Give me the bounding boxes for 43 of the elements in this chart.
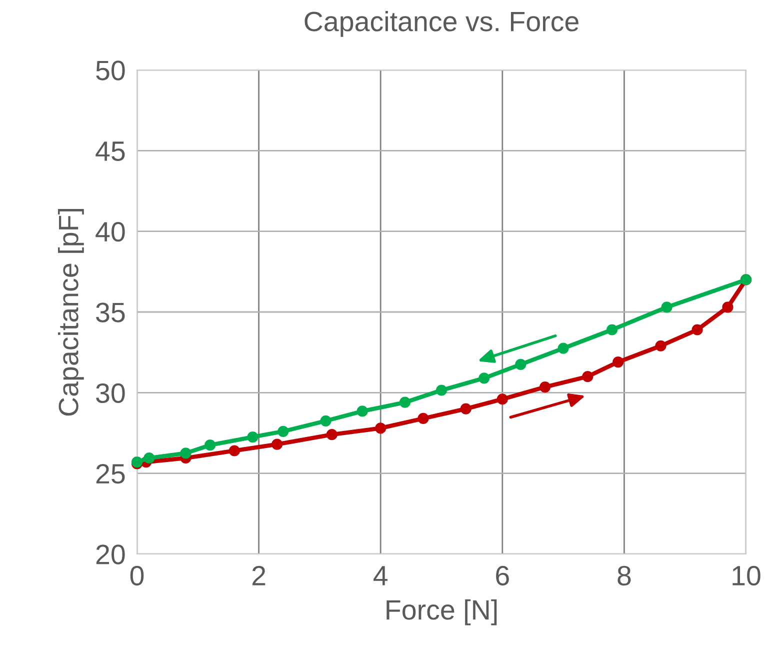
y-tick-label: 45 (96, 142, 125, 162)
x-tick-label: 6 (496, 566, 509, 586)
point (204, 440, 216, 451)
point (278, 426, 289, 437)
point (356, 406, 368, 417)
point (272, 438, 283, 450)
point (539, 381, 551, 393)
point (606, 324, 618, 336)
point (320, 415, 332, 426)
x-tick-label: 0 (130, 566, 144, 586)
point (496, 394, 508, 405)
y-tick-label: 50 (96, 60, 125, 80)
point (582, 370, 594, 382)
point (722, 302, 734, 313)
point (247, 431, 258, 443)
y-tick-label: 35 (96, 302, 125, 322)
point (655, 340, 666, 352)
y-tick-label: 20 (96, 544, 125, 564)
y-tick-label: 25 (96, 464, 125, 484)
point (460, 403, 472, 414)
point (144, 452, 155, 464)
x-tick-label: 8 (618, 566, 631, 586)
x-tick-label: 10 (732, 566, 760, 586)
point (180, 448, 192, 459)
x-axis-title: Force [N] (386, 599, 497, 626)
point (326, 429, 338, 440)
y-tick-label: 40 (96, 222, 125, 242)
y-axis-title: Capacitance [pF] (58, 208, 84, 416)
point (692, 324, 703, 336)
point (558, 342, 569, 354)
point (375, 422, 386, 434)
point (418, 412, 429, 424)
point (228, 445, 240, 456)
point (515, 358, 526, 370)
x-tick-label: 2 (252, 566, 266, 586)
point (612, 356, 624, 368)
chart-title: Capacitance vs. Force (304, 10, 578, 37)
x-tick-label: 4 (374, 566, 388, 586)
point (399, 396, 411, 408)
y-tick-label: 30 (96, 383, 125, 404)
point (478, 372, 490, 384)
point (436, 384, 448, 396)
point (661, 302, 672, 313)
